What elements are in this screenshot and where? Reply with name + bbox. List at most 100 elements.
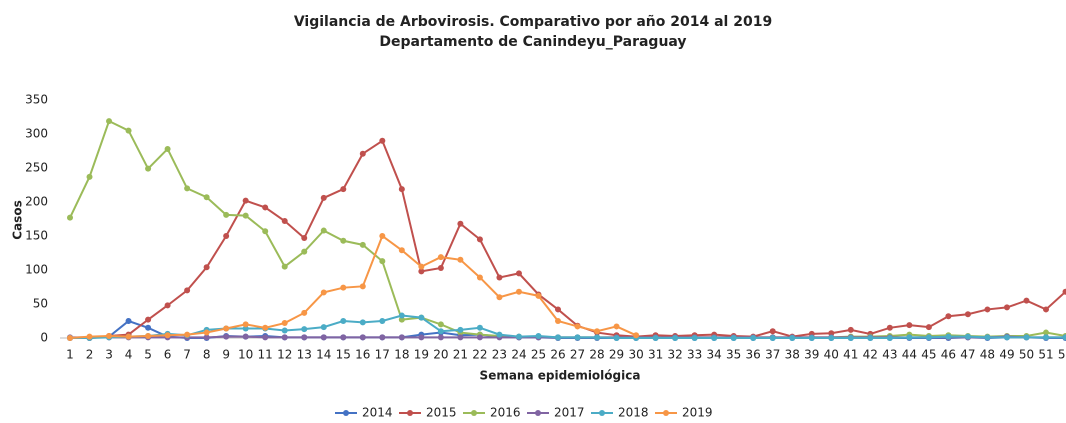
data-point <box>184 331 191 338</box>
data-point <box>398 247 405 254</box>
data-point <box>379 318 386 324</box>
data-point <box>769 328 776 335</box>
data-point <box>613 335 620 341</box>
data-point <box>1043 329 1049 336</box>
data-point <box>457 220 464 227</box>
data-point <box>555 334 561 341</box>
data-point <box>242 197 249 204</box>
data-point <box>398 186 405 193</box>
data-point <box>301 334 308 341</box>
data-point <box>1003 334 1010 341</box>
data-point <box>164 302 171 309</box>
legend-marker <box>407 410 413 416</box>
legend-marker <box>471 410 477 416</box>
x-tick-label: 35 <box>726 348 741 362</box>
x-tick-label: 3 <box>105 348 113 362</box>
data-point <box>925 334 932 341</box>
data-point <box>476 236 483 243</box>
data-point <box>86 173 93 180</box>
data-point <box>242 321 249 328</box>
data-point <box>340 334 347 341</box>
data-point <box>847 326 854 333</box>
x-tick-label: 19 <box>414 348 429 362</box>
data-point <box>379 137 386 144</box>
data-point <box>320 227 327 234</box>
data-point <box>1023 334 1030 341</box>
x-tick-label: 33 <box>687 348 702 362</box>
legend-label: 2015 <box>426 406 457 420</box>
data-point <box>437 334 444 341</box>
data-point <box>457 334 464 341</box>
x-tick-label: 8 <box>203 348 211 362</box>
data-point <box>847 335 854 341</box>
data-point <box>320 194 327 201</box>
data-point <box>555 306 561 313</box>
data-point <box>145 324 152 331</box>
series-line <box>69 234 637 339</box>
data-point <box>67 214 73 221</box>
data-point <box>281 320 288 327</box>
data-point <box>242 333 249 340</box>
series-line <box>70 139 1066 339</box>
x-tick-label: 52 <box>1058 348 1066 362</box>
data-point <box>613 323 620 330</box>
data-point <box>515 270 522 277</box>
data-point <box>67 335 73 341</box>
series-line <box>70 314 1066 339</box>
data-point <box>301 309 308 316</box>
legend-label: 2014 <box>362 406 393 420</box>
data-point <box>691 335 698 341</box>
data-point <box>496 294 503 301</box>
data-point <box>359 334 366 341</box>
x-tick-label: 41 <box>843 348 858 362</box>
data-point <box>672 335 679 341</box>
x-tick-label: 2 <box>86 348 94 362</box>
x-tick-label: 45 <box>921 348 936 362</box>
data-point <box>789 335 796 341</box>
data-point <box>574 323 581 330</box>
data-point <box>106 332 113 339</box>
data-point <box>945 333 952 340</box>
data-point <box>359 319 366 326</box>
series-line <box>69 119 1066 339</box>
data-point <box>418 268 425 275</box>
data-point <box>964 311 971 318</box>
data-point <box>476 274 483 281</box>
data-point <box>281 327 288 334</box>
x-tick-label: 10 <box>238 348 253 362</box>
data-point <box>1043 306 1049 313</box>
data-point <box>633 332 640 339</box>
x-tick-label: 46 <box>941 348 956 362</box>
legend-marker <box>663 410 669 416</box>
x-tick-label: 23 <box>492 348 507 362</box>
y-tick-label: 200 <box>25 195 48 209</box>
data-point <box>301 248 308 255</box>
data-point <box>203 334 210 341</box>
y-tick-label: 0 <box>40 331 48 345</box>
x-tick-label: 28 <box>589 348 604 362</box>
x-tick-label: 4 <box>125 348 133 362</box>
data-point <box>223 325 230 332</box>
data-point <box>145 316 152 323</box>
x-tick-label: 49 <box>999 348 1014 362</box>
x-tick-label: 37 <box>765 348 780 362</box>
data-point <box>828 335 835 341</box>
x-tick-label: 42 <box>863 348 878 362</box>
data-point <box>867 335 874 341</box>
data-point <box>535 292 542 299</box>
x-tick-label: 17 <box>375 348 390 362</box>
x-tick-label: 38 <box>785 348 800 362</box>
x-tick-label: 14 <box>316 348 331 362</box>
data-point <box>145 332 152 339</box>
x-tick-label: 18 <box>394 348 409 362</box>
data-point <box>964 333 971 340</box>
data-point <box>398 334 405 341</box>
data-point <box>242 212 249 219</box>
x-tick-label: 44 <box>902 348 917 362</box>
x-tick-label: 11 <box>258 348 273 362</box>
x-tick-label: 6 <box>164 348 172 362</box>
y-tick-label: 50 <box>33 297 48 311</box>
x-tick-label: 40 <box>824 348 839 362</box>
x-tick-label: 26 <box>550 348 565 362</box>
